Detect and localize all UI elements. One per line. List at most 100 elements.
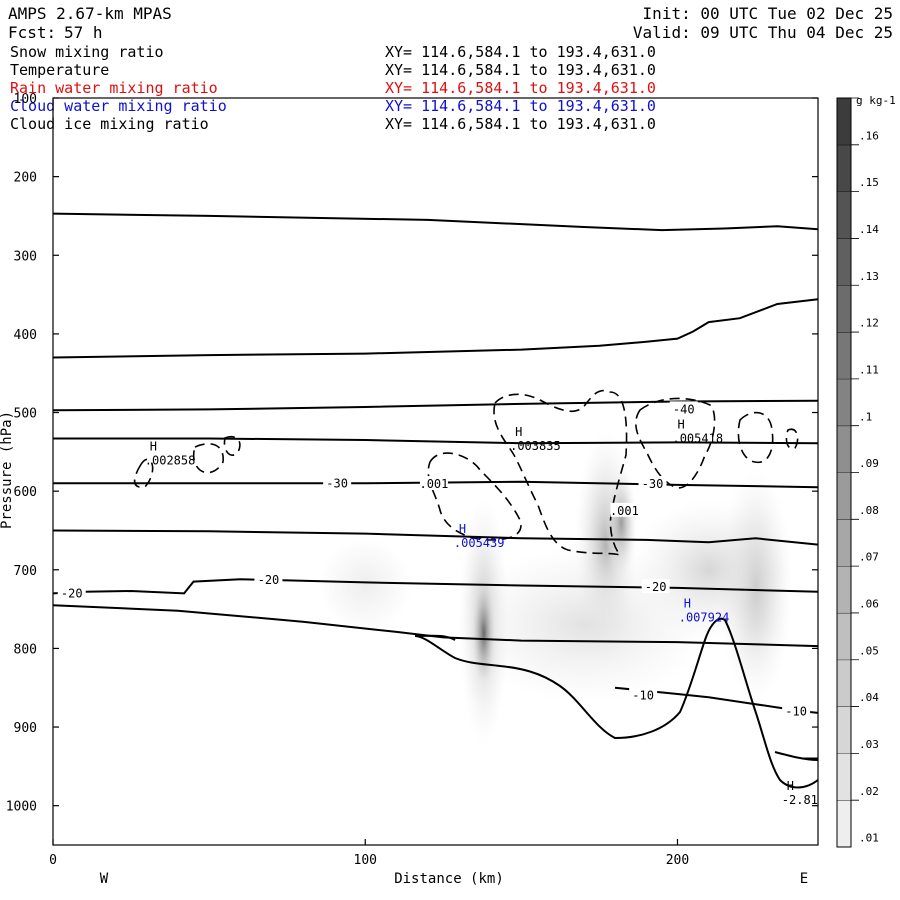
terrain-contour (414, 634, 456, 641)
fcst-value: 57 h (64, 23, 103, 42)
label-knockout (254, 572, 283, 587)
colorbar-label: .09 (859, 457, 879, 470)
y-tick-label: 1000 (6, 800, 37, 815)
max-value: .005418 (672, 431, 723, 445)
snow-contours (133, 389, 799, 557)
x-tick-label: 0 (49, 853, 57, 868)
y-tick-label: 700 (14, 564, 37, 579)
colorbar-swatch (837, 425, 851, 473)
colorbar-label: .01 (859, 832, 879, 845)
colorbar-swatch (837, 332, 851, 379)
plot-frame (52, 97, 819, 846)
colorbar-swatch (837, 659, 851, 707)
isotherm-label: -30 (326, 476, 348, 490)
field-name: Rain water mixing ratio (10, 79, 218, 97)
field-xy: XY= 114.6,584.1 to 193.4,631.0 (385, 43, 656, 61)
west-label: W (100, 871, 109, 887)
init-time: Init: 00 UTC Tue 02 Dec 25 (643, 4, 893, 23)
y-tick-label: 500 (14, 407, 37, 422)
model-title: AMPS 2.67-km MPAS (8, 4, 172, 23)
field-name: Snow mixing ratio (10, 43, 164, 61)
isotherm-label: -20 (61, 586, 83, 600)
snow-contour (427, 452, 522, 541)
label-knockout (323, 475, 352, 490)
snow-contour (785, 428, 799, 450)
terrain-contours (414, 617, 819, 789)
snow-contour (223, 436, 241, 456)
isotherm-label: -20 (645, 580, 667, 594)
isotherm-line (52, 298, 819, 359)
colorbar-label: .1 (859, 410, 872, 423)
label-knockout (641, 579, 670, 594)
colorbar-swatch (837, 285, 851, 333)
max-value: .003835 (510, 439, 561, 453)
colorbar-label: .11 (859, 363, 879, 376)
snow-contour-label: .001 (610, 504, 639, 518)
snow-contour (635, 397, 716, 489)
max-marker: H (459, 522, 466, 536)
colorbar-label: .16 (859, 129, 879, 142)
mixing-ratio-cell (458, 546, 709, 704)
max-value: -2.81 (782, 793, 818, 807)
snow-contour (133, 458, 154, 488)
field-xy: XY= 114.6,584.1 to 193.4,631.0 (385, 97, 656, 115)
y-tick-label: 800 (14, 642, 37, 657)
y-tick-label: 100 (14, 92, 37, 107)
field-xy: XY= 114.6,584.1 to 193.4,631.0 (385, 61, 656, 79)
field-xy: XY= 114.6,584.1 to 193.4,631.0 (385, 115, 656, 133)
max-value: .007924 (679, 611, 730, 625)
colorbar-label: .05 (859, 644, 879, 657)
isotherm-line (52, 399, 819, 412)
terrain-contour (414, 617, 819, 789)
fcst-label: Fcst: (8, 23, 56, 42)
isotherm-label: -20 (258, 573, 280, 587)
temperature-contours (52, 212, 819, 760)
max-value: .002858 (145, 453, 196, 467)
field-list: Snow mixing ratio XY= 114.6,584.1 to 193.… (10, 43, 656, 133)
colorbar-label: .07 (859, 551, 879, 564)
valid-time: Valid: 09 UTC Thu 04 Dec 25 (633, 23, 893, 42)
label-knockout (419, 476, 448, 491)
east-label: E (800, 871, 808, 887)
colorbar-label: .14 (859, 223, 879, 236)
max-marker: H (515, 425, 522, 439)
colorbar-swatch (837, 753, 851, 801)
colorbar-swatch (837, 566, 851, 613)
snow-contour (192, 443, 224, 474)
colorbar-swatch (837, 612, 851, 660)
y-axis-label: Pressure (hPa) (0, 411, 15, 529)
colorbar-swatch (837, 98, 851, 145)
colorbar: .01 .02 .03 .04 .05 .06 .07 .08 .09 .1 .11 .12 .13 .1… (836, 97, 879, 848)
isotherm-line (52, 212, 819, 232)
terrain-contour (774, 751, 819, 761)
colorbar-label: .13 (859, 270, 879, 283)
isotherm-label: -30 (642, 477, 664, 491)
x-axis-label: Distance (km) (394, 871, 504, 887)
snow-contour (737, 411, 774, 464)
isotherm-label: -10 (785, 704, 807, 718)
colorbar-label: .03 (859, 738, 879, 751)
y-tick-label: 300 (14, 249, 37, 264)
y-tick-label: 900 (14, 721, 37, 736)
x-tick-label: 200 (666, 853, 689, 868)
isotherm-line (52, 578, 819, 595)
shading-layer (318, 428, 794, 747)
colorbar-swatch (837, 144, 851, 192)
colorbar-frame (836, 97, 852, 848)
snow-contour-label: .001 (419, 477, 448, 491)
colorbar-label: .02 (859, 785, 879, 798)
field-name: Temperature (10, 61, 109, 79)
axes: 100 200 300 400 500 600 700 800 900 1000 0 100 200 (6, 92, 818, 868)
contour-labels: -20 -20 -30 -30 -40 -20 -10 -10 .001 .001 (57, 401, 811, 718)
isotherm-line (52, 604, 819, 648)
colorbar-swatch (837, 472, 851, 520)
y-tick-label: 600 (14, 485, 37, 500)
y-tick-label: 400 (14, 328, 37, 343)
colorbar-label: .12 (859, 317, 879, 330)
label-knockout (669, 401, 698, 416)
x-tick-label: 100 (354, 853, 377, 868)
max-value: .005439 (454, 536, 505, 550)
label-knockout (610, 502, 639, 517)
isotherm-label: -10 (632, 689, 654, 703)
